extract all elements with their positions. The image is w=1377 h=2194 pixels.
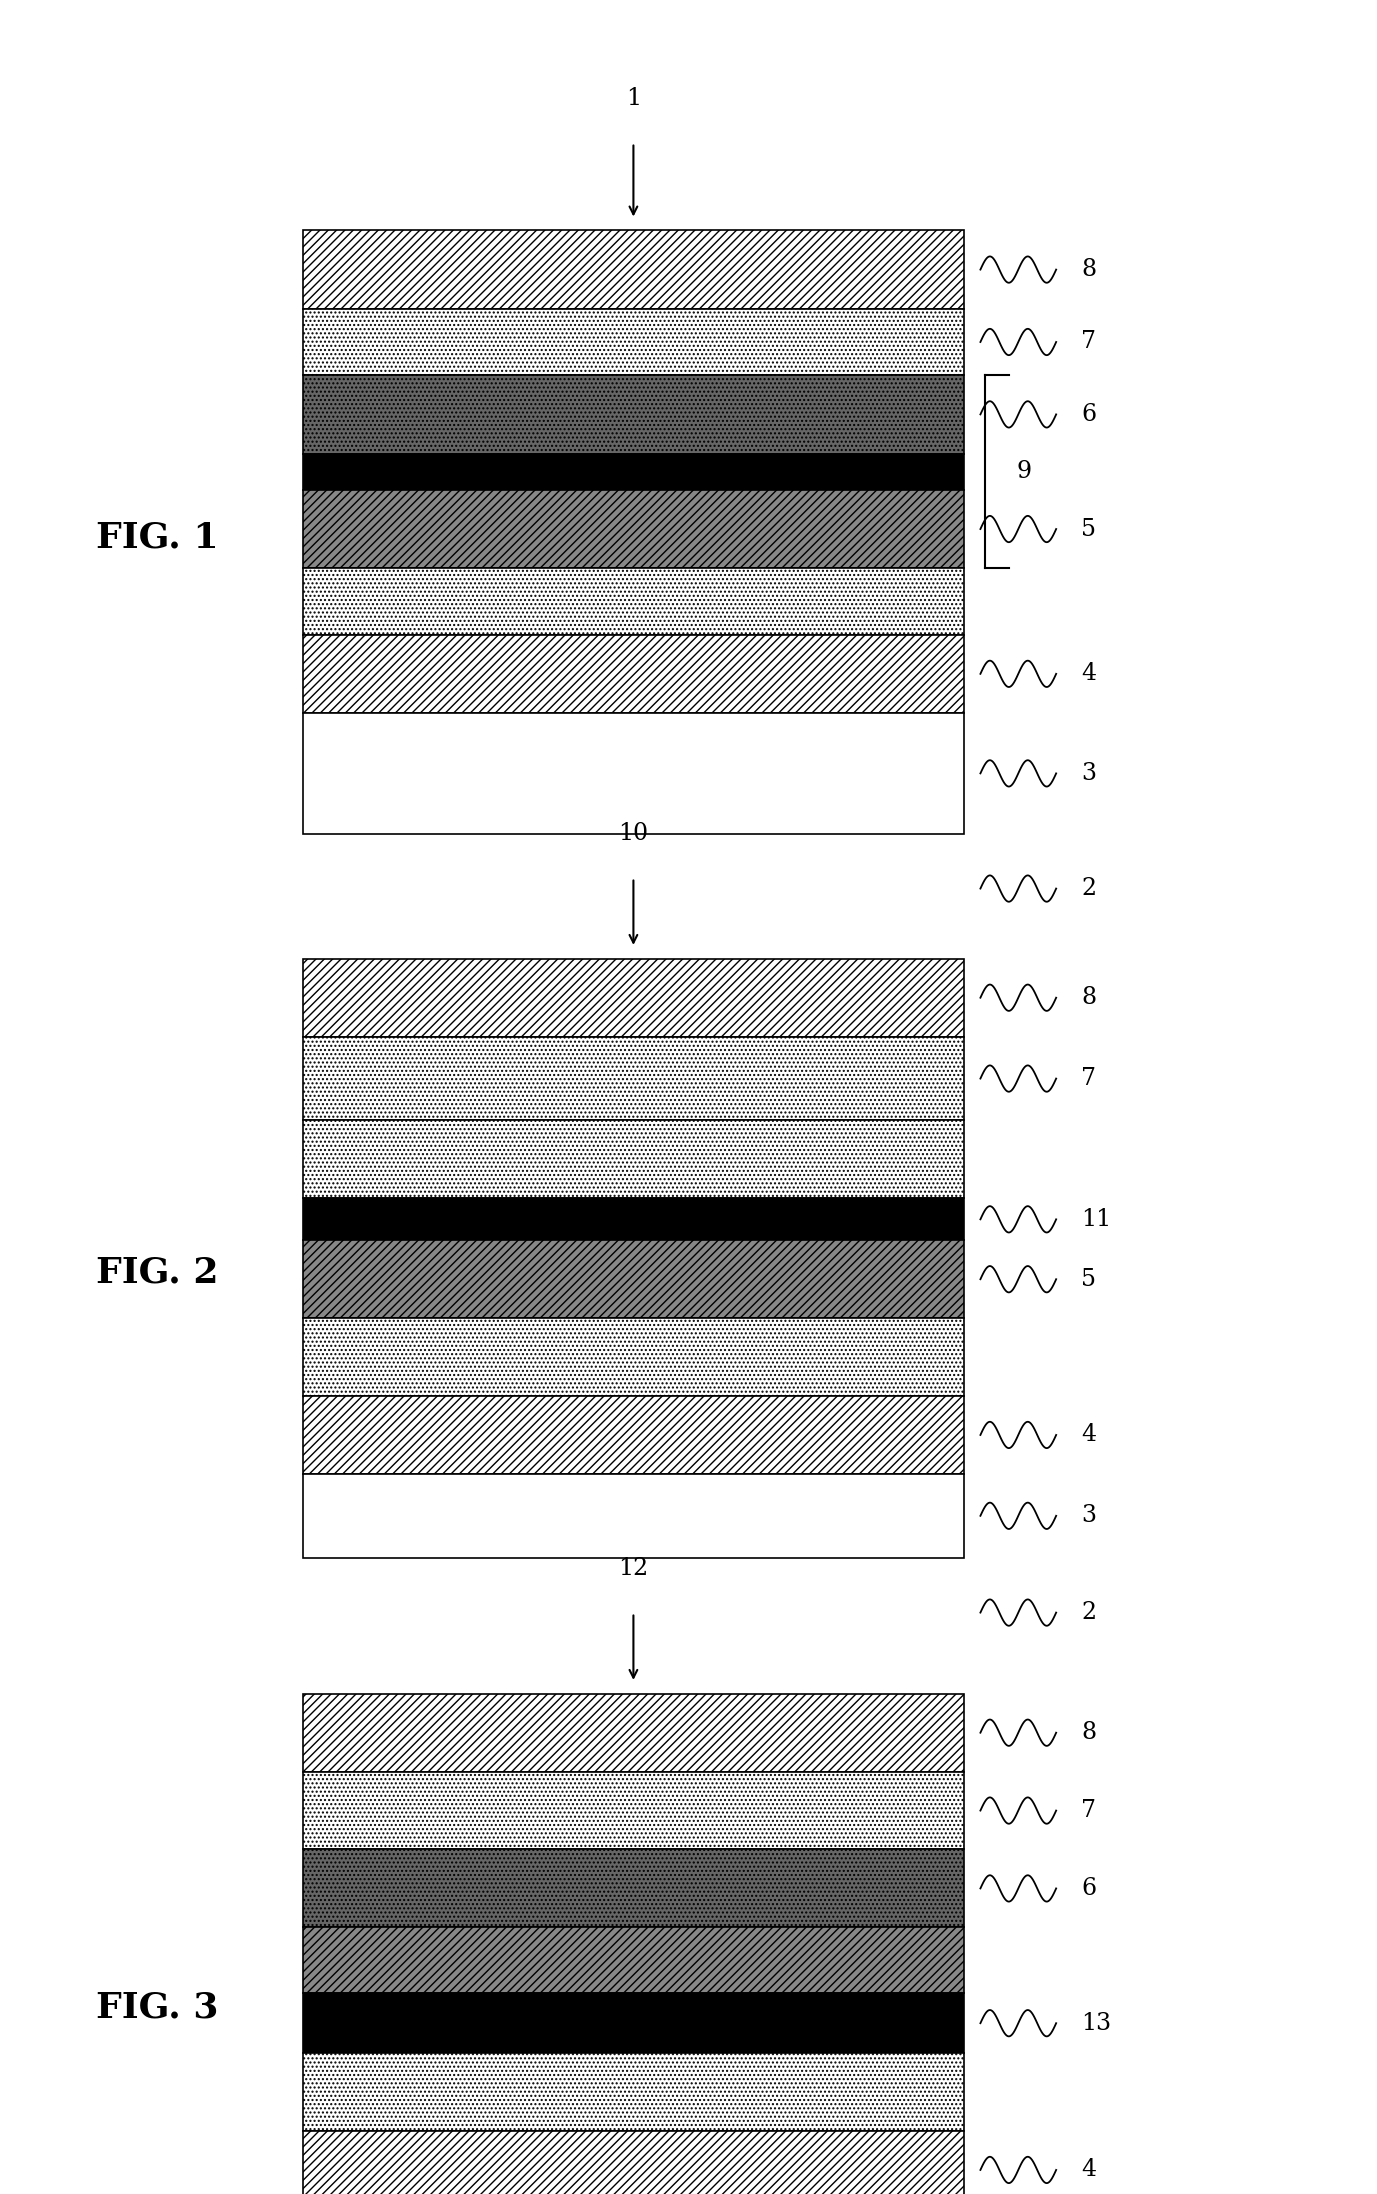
Text: 12: 12 (618, 1558, 649, 1580)
Bar (303, 230, 964, 309)
Bar (303, 2130, 964, 2194)
Bar (303, 1121, 964, 1198)
Text: 4: 4 (1081, 2159, 1096, 2181)
Bar (303, 454, 964, 489)
Text: 2: 2 (1081, 1602, 1096, 1624)
Bar (303, 1036, 964, 1121)
Text: FIG. 1: FIG. 1 (96, 520, 219, 555)
Text: 13: 13 (1081, 2012, 1111, 2034)
Bar (303, 634, 964, 713)
Bar (303, 1474, 964, 1558)
Bar (303, 1771, 964, 1850)
Text: 8: 8 (1081, 987, 1096, 1009)
Text: 3: 3 (1081, 1505, 1096, 1527)
Text: 9: 9 (1016, 461, 1031, 483)
Bar (303, 1395, 964, 1474)
Bar (303, 1319, 964, 1395)
Bar (303, 309, 964, 375)
Bar (303, 959, 964, 1036)
Text: 8: 8 (1081, 259, 1096, 281)
Text: 10: 10 (618, 823, 649, 845)
Text: FIG. 2: FIG. 2 (96, 1255, 219, 1290)
Text: 5: 5 (1081, 1268, 1096, 1290)
Bar (303, 1926, 964, 1992)
Text: 11: 11 (1081, 1209, 1111, 1231)
Bar (303, 489, 964, 568)
Text: 6: 6 (1081, 404, 1096, 426)
Bar (303, 713, 964, 834)
Bar (303, 375, 964, 454)
Bar (303, 1992, 964, 2054)
Text: 8: 8 (1081, 1722, 1096, 1744)
Text: 7: 7 (1081, 1799, 1096, 1821)
Text: 5: 5 (1081, 518, 1096, 540)
Text: 6: 6 (1081, 1876, 1096, 1900)
Text: 1: 1 (627, 88, 640, 110)
Bar (303, 1694, 964, 1771)
Bar (303, 1240, 964, 1319)
Bar (303, 1198, 964, 1240)
Bar (303, 568, 964, 634)
Bar (303, 2054, 964, 2130)
Text: 2: 2 (1081, 878, 1096, 900)
Bar (303, 1850, 964, 1926)
Text: 7: 7 (1081, 1066, 1096, 1090)
Text: 4: 4 (1081, 1424, 1096, 1446)
Text: 4: 4 (1081, 663, 1096, 685)
Text: 3: 3 (1081, 761, 1096, 785)
Text: FIG. 3: FIG. 3 (96, 1990, 219, 2025)
Text: 7: 7 (1081, 331, 1096, 353)
